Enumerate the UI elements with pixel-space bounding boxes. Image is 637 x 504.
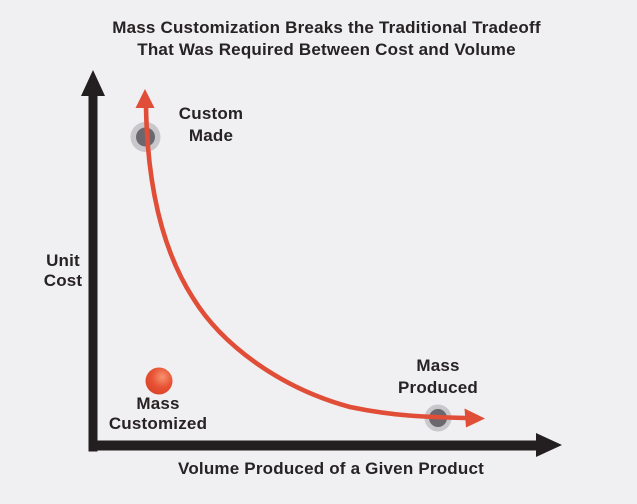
y-axis-label-line2: Cost	[43, 270, 83, 290]
custom-made-label: Custom Made	[179, 103, 243, 147]
mass-produced-label: Mass Produced	[398, 355, 478, 399]
y-axis-arrowhead-icon	[81, 70, 105, 96]
chart-title: Mass Customization Breaks the Traditiona…	[16, 17, 637, 61]
x-axis-arrowhead-icon	[536, 433, 562, 457]
curve-up-arrowhead-icon	[135, 89, 155, 108]
mass-produced-label-line2: Produced	[397, 378, 479, 397]
chart-title-line2: That Was Required Between Cost and Volum…	[137, 40, 516, 59]
y-axis-label-line1: Unit	[46, 251, 80, 270]
mass-customized-label: Mass Customized	[109, 394, 207, 434]
mass-customized-label-line2: Customized	[108, 414, 208, 433]
custom-made-label-line2: Made	[188, 126, 234, 145]
mass-produced-label-line1: Mass	[416, 356, 460, 375]
curve-right-arrowhead-icon	[464, 408, 485, 428]
chart-title-line1: Mass Customization Breaks the Traditiona…	[112, 18, 541, 37]
x-axis-label: Volume Produced of a Given Product	[178, 459, 484, 478]
tradeoff-curve	[143, 103, 469, 421]
custom-made-label-line1: Custom	[178, 104, 244, 123]
mass-customized-label-line1: Mass	[136, 394, 180, 413]
y-axis-label: Unit Cost	[44, 251, 83, 290]
mass-customized-marker	[145, 367, 173, 395]
